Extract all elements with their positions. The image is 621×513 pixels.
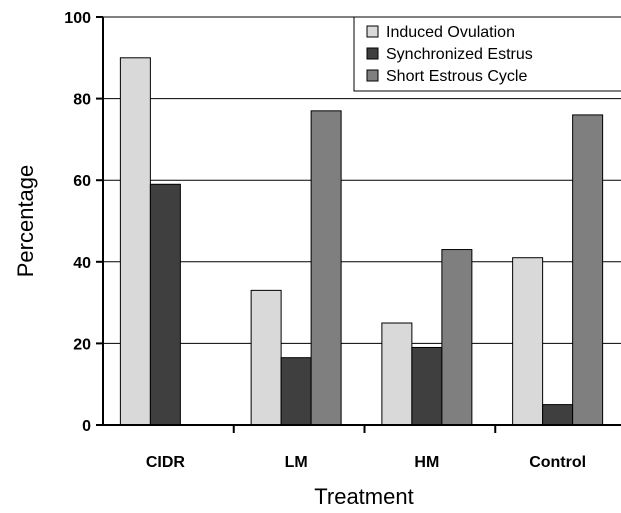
y-tick-label-100: 100 — [64, 10, 91, 27]
x-tick-label-lm: LM — [285, 454, 308, 471]
bar-cidr-synchronized-estrus — [149, 183, 181, 426]
legend: Induced Ovulation Synchronized Estrus Shor… — [353, 16, 621, 92]
bar-control-synchronized-estrus — [542, 404, 574, 426]
bar-control-induced-ovulation — [512, 257, 544, 426]
x-tick-label-hm: HM — [414, 454, 439, 471]
x-axis-title: Treatment — [314, 484, 413, 509]
legend-label-2: Synchronized Estrus — [386, 46, 533, 63]
bar-cidr-induced-ovulation — [119, 57, 151, 426]
bar-lm-induced-ovulation — [250, 289, 282, 426]
bar-hm-induced-ovulation — [381, 322, 413, 426]
y-tick-label-60: 60 — [73, 173, 91, 190]
y-tick-label-40: 40 — [73, 255, 91, 272]
bar-lm-synchronized-estrus — [280, 357, 312, 426]
y-tick-label-0: 0 — [82, 418, 91, 435]
y-tick-label-20: 20 — [73, 336, 91, 353]
y-tick-label-80: 80 — [73, 92, 91, 109]
x-tick-label-control: Control — [529, 454, 586, 471]
legend-box — [353, 16, 621, 92]
legend-swatch-2 — [366, 47, 379, 60]
bar-control-short-estrous-cycle — [572, 114, 604, 426]
legend-swatch-3 — [366, 69, 379, 82]
legend-swatch-1 — [366, 25, 379, 38]
x-ticks: CIDR LM HM Control — [146, 425, 586, 471]
legend-label-1: Induced Ovulation — [386, 24, 515, 41]
bar-hm-short-estrous-cycle — [441, 249, 473, 426]
y-ticks: 0 20 40 60 80 100 — [64, 10, 103, 435]
bar-lm-short-estrous-cycle — [310, 110, 342, 426]
x-tick-label-cidr: CIDR — [146, 454, 186, 471]
bar-hm-synchronized-estrus — [411, 346, 443, 426]
y-axis-title: Percentage — [13, 165, 38, 278]
legend-label-3: Short Estrous Cycle — [386, 68, 527, 85]
bars — [119, 57, 604, 426]
